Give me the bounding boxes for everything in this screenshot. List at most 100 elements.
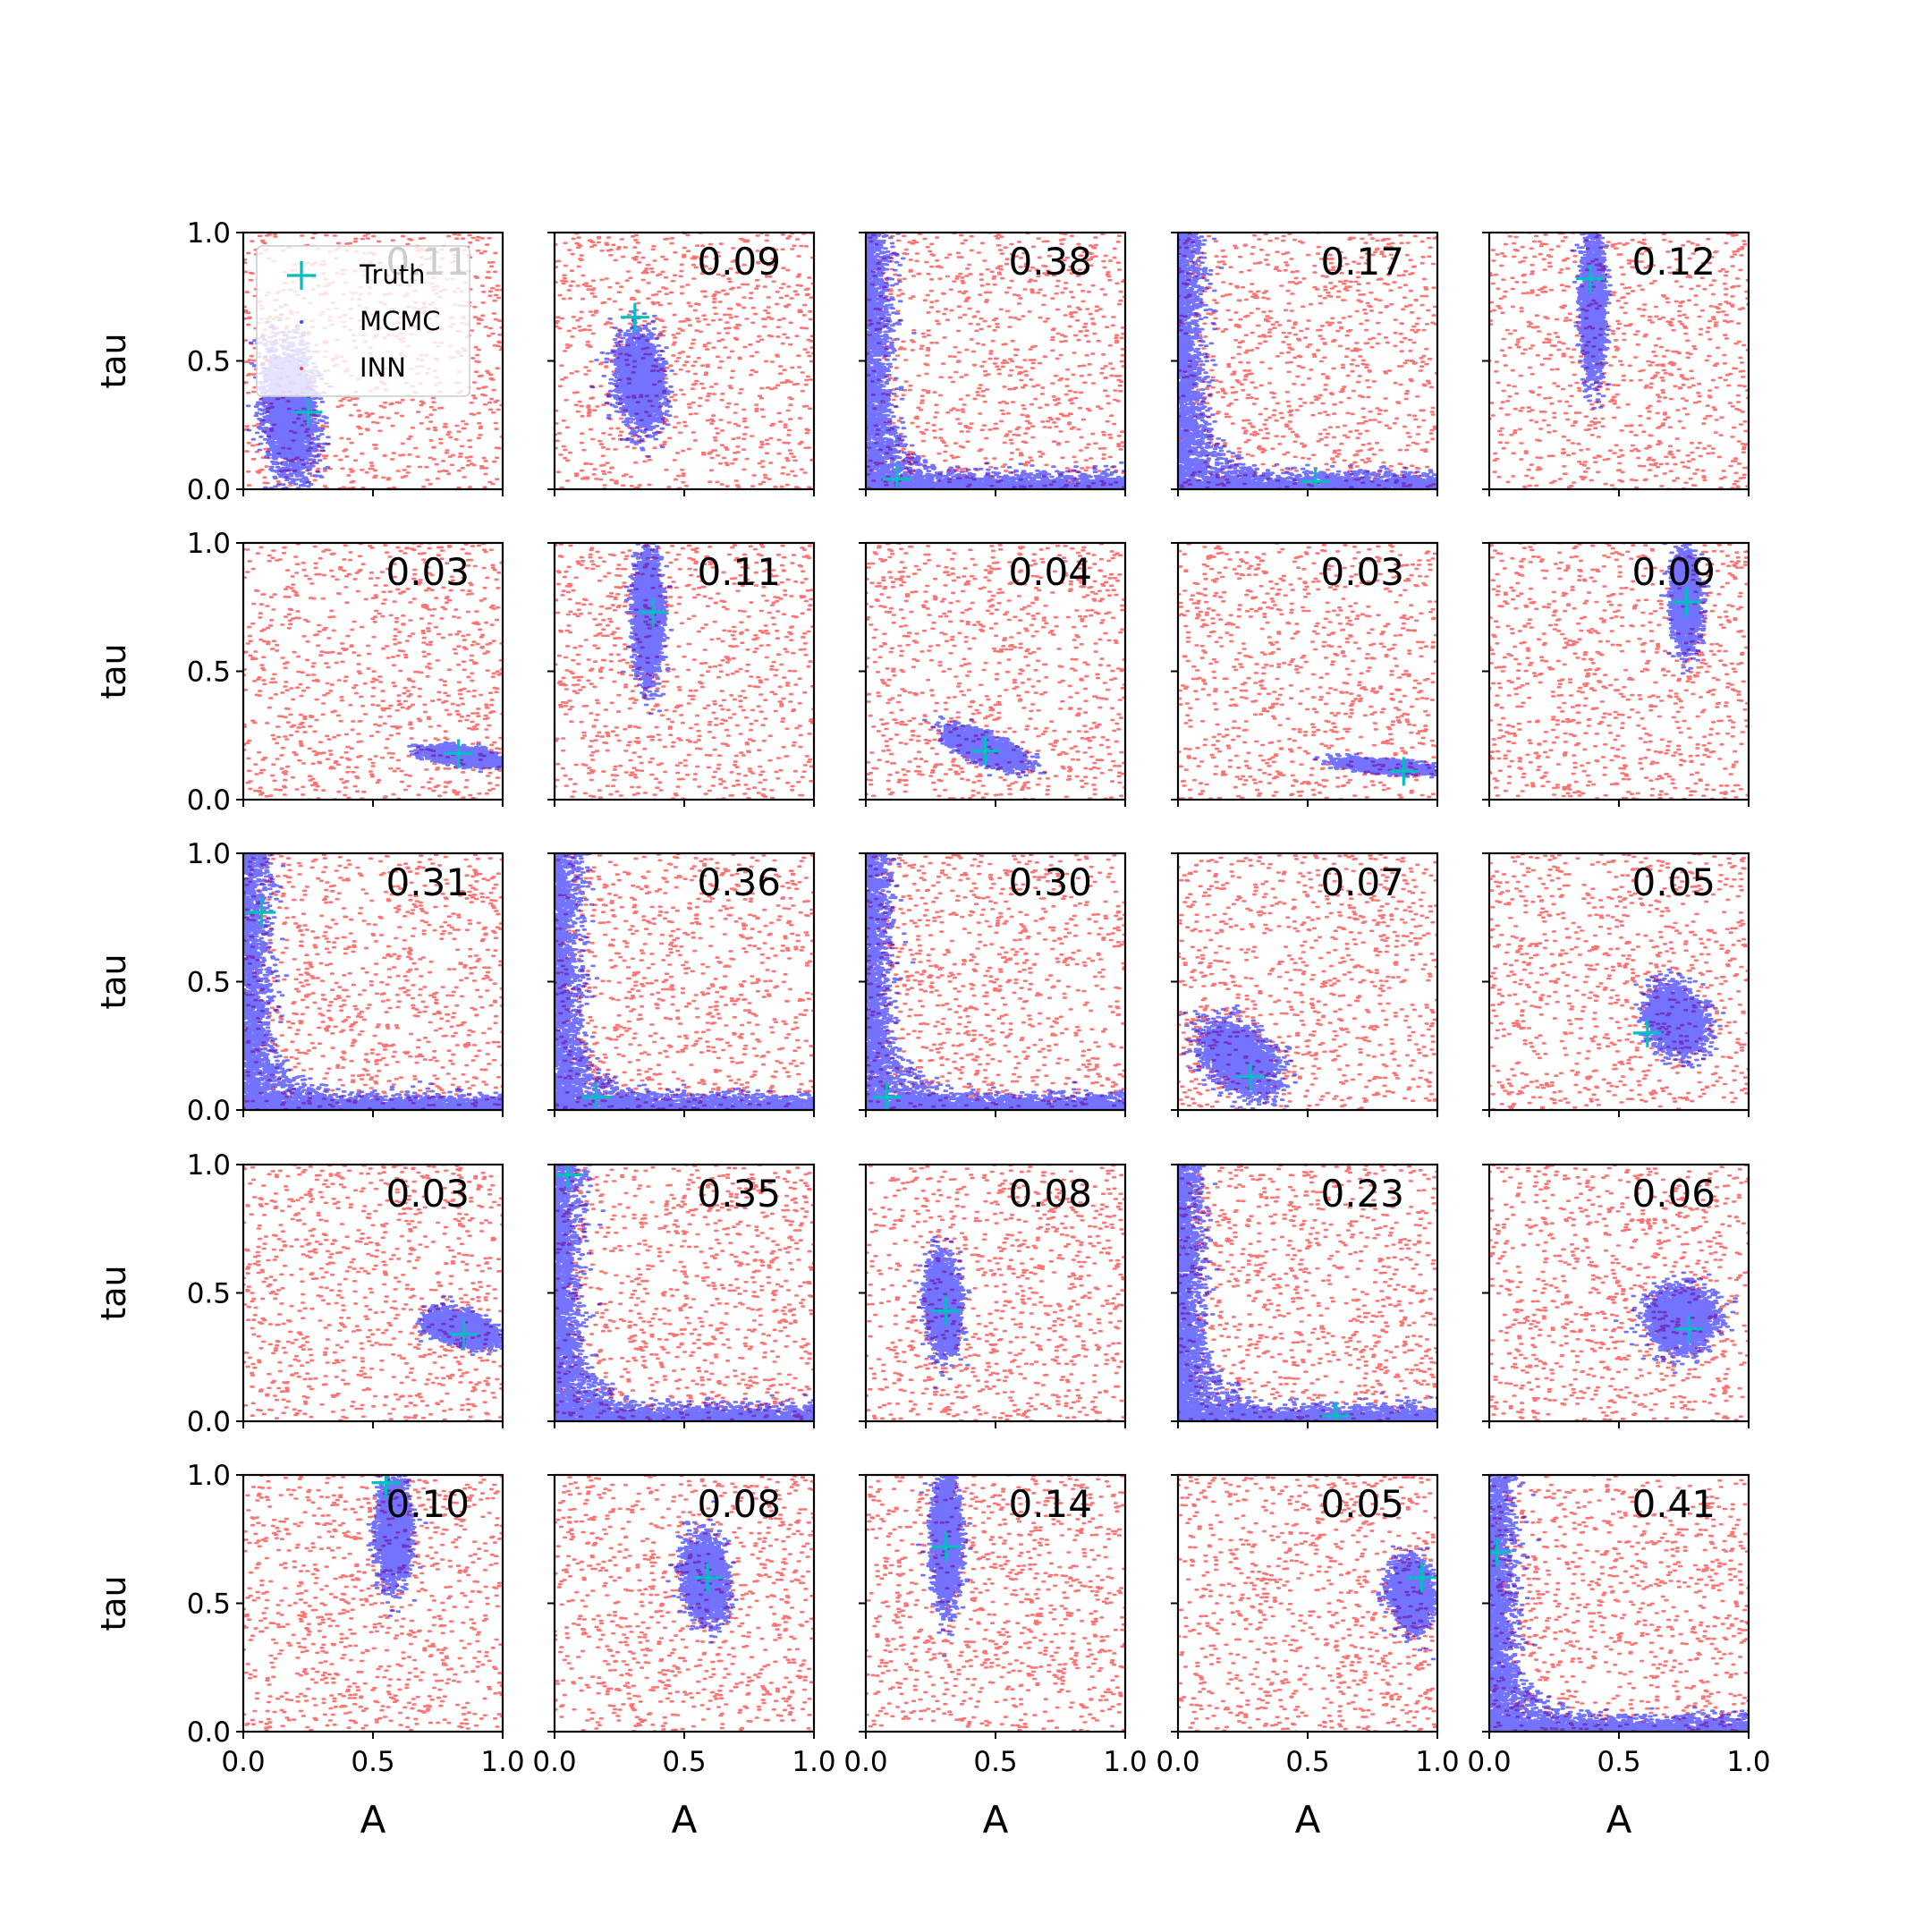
y-tick-label: 0.5 — [187, 657, 231, 689]
panel-score: 0.38 — [1008, 240, 1092, 284]
inn-points — [1489, 543, 1749, 800]
panel-score: 0.08 — [697, 1482, 781, 1526]
y-axis-label: tau — [94, 333, 133, 388]
panel-score: 0.36 — [697, 860, 781, 904]
x-tick-label: 0.5 — [662, 1746, 706, 1778]
x-tick-label: 0.0 — [221, 1746, 265, 1778]
inn-points — [866, 543, 1125, 800]
x-tick-label: 1.0 — [480, 1746, 524, 1778]
y-axis-label: tau — [94, 1265, 133, 1320]
y-axis-label: tau — [94, 1575, 133, 1631]
y-tick-label: 0.5 — [187, 967, 231, 999]
inn-points — [243, 1165, 503, 1421]
truth-marker — [1389, 757, 1419, 786]
panel-r1-c5: 0.12 — [1482, 231, 1750, 496]
x-axis-label: A — [1606, 1798, 1632, 1842]
mcmc-points — [665, 1500, 739, 1644]
mcmc-points — [366, 1475, 428, 1617]
y-tick-label: 0.0 — [187, 474, 231, 506]
panel-score: 0.10 — [386, 1482, 470, 1526]
panel-r2-c2: 0.11 — [547, 541, 816, 807]
truth-marker — [1489, 1538, 1512, 1567]
mcmc-points — [589, 309, 674, 458]
y-tick-label: 0.0 — [187, 1095, 231, 1127]
panel-score: 0.09 — [1631, 550, 1716, 594]
x-tick-label: 0.0 — [1156, 1746, 1199, 1778]
panel-score: 0.30 — [1008, 860, 1092, 904]
panel-r2-c1: 0.03 0.0 0.5 1.0 tau — [94, 528, 504, 817]
panel-r2-c4: 0.03 — [1171, 541, 1439, 807]
truth-marker — [444, 739, 473, 768]
y-axis-label: tau — [94, 953, 133, 1009]
panel-score: 0.03 — [386, 550, 470, 594]
panel-score: 0.05 — [1631, 860, 1716, 904]
y-tick-label: 1.0 — [187, 1460, 231, 1492]
panel-score: 0.03 — [1320, 550, 1404, 594]
panel-r3-c1: 0.31 0.0 0.5 1.0 tau — [94, 838, 504, 1127]
truth-marker — [581, 1082, 611, 1110]
mcmc-points — [1178, 1004, 1298, 1110]
panel-r2-c3: 0.04 — [859, 541, 1127, 807]
panel-r1-c2: 0.09 — [547, 231, 816, 496]
truth-marker — [1632, 1018, 1662, 1047]
x-tick-label: 1.0 — [1415, 1746, 1459, 1778]
truth-marker — [931, 1296, 961, 1326]
inn-points — [1178, 543, 1437, 800]
truth-marker — [1407, 1563, 1436, 1592]
panel-score: 0.17 — [1320, 240, 1404, 284]
y-tick-label: 0.0 — [187, 784, 231, 817]
panel-score: 0.09 — [697, 240, 781, 284]
panel-score: 0.06 — [1631, 1172, 1716, 1216]
x-tick-label: 0.0 — [532, 1746, 576, 1778]
panel-r4-c2: 0.35 — [547, 1163, 816, 1428]
truth-marker — [970, 736, 1000, 766]
mcmc-points — [866, 853, 1125, 1110]
y-tick-label: 0.5 — [187, 1589, 231, 1621]
truth-marker — [639, 597, 668, 627]
panel-r5-c5: 0.41 0.0 0.5 1.0 A — [1467, 1473, 1771, 1842]
panel-score: 0.12 — [1631, 240, 1716, 284]
legend: Truth MCMC INN — [256, 245, 470, 397]
panel-r2-c5: 0.09 — [1482, 541, 1750, 807]
panel-r3-c2: 0.36 — [547, 852, 816, 1117]
mcmc-points — [1178, 233, 1437, 489]
panel-score: 0.14 — [1008, 1482, 1092, 1526]
panel-score: 0.04 — [1008, 550, 1092, 594]
panel-score: 0.05 — [1320, 1482, 1404, 1526]
legend-label: Truth — [359, 259, 426, 290]
panel-r3-c4: 0.07 — [1171, 852, 1439, 1117]
legend-item-truth: Truth — [287, 259, 426, 290]
x-tick-label: 0.0 — [1467, 1746, 1511, 1778]
inn-points — [555, 233, 814, 489]
x-tick-label: 1.0 — [792, 1746, 835, 1778]
legend-label: MCMC — [360, 306, 441, 336]
y-tick-label: 0.5 — [187, 346, 231, 378]
truth-marker — [371, 1475, 401, 1497]
panel-r3-c5: 0.05 — [1482, 852, 1750, 1117]
panel-score: 0.11 — [697, 550, 781, 594]
y-tick-label: 1.0 — [187, 217, 231, 250]
truth-marker — [247, 898, 276, 928]
panel-r5-c4: 0.05 0.0 0.5 1.0 A — [1156, 1473, 1460, 1842]
x-axis-label: A — [983, 1798, 1009, 1842]
inn-points — [1178, 1475, 1437, 1732]
truth-marker — [693, 1563, 723, 1592]
legend-item-inn: INN — [300, 352, 406, 383]
y-tick-label: 0.5 — [187, 1278, 231, 1310]
panel-r1-c3: 0.38 — [859, 231, 1127, 496]
truth-marker — [1301, 467, 1330, 489]
mcmc-points — [1489, 1475, 1749, 1732]
inn-points — [1178, 233, 1437, 489]
panels: 0.11 0.0 0.5 1.0 tau 0.09 0.38 0.17 0.12 0.03 0.0 0… — [94, 217, 1771, 1842]
x-tick-label: 0.5 — [351, 1746, 394, 1778]
x-tick-label: 0.5 — [1597, 1746, 1640, 1778]
mcmc-points — [555, 1165, 814, 1421]
legend-label: INN — [360, 352, 406, 383]
y-axis-label: tau — [94, 643, 133, 699]
panel-r4-c4: 0.23 — [1171, 1163, 1439, 1428]
inn-points — [866, 1165, 1125, 1421]
panel-r1-c4: 0.17 — [1171, 231, 1439, 496]
mcmc-points — [866, 233, 1125, 489]
panel-score: 0.03 — [386, 1172, 470, 1216]
